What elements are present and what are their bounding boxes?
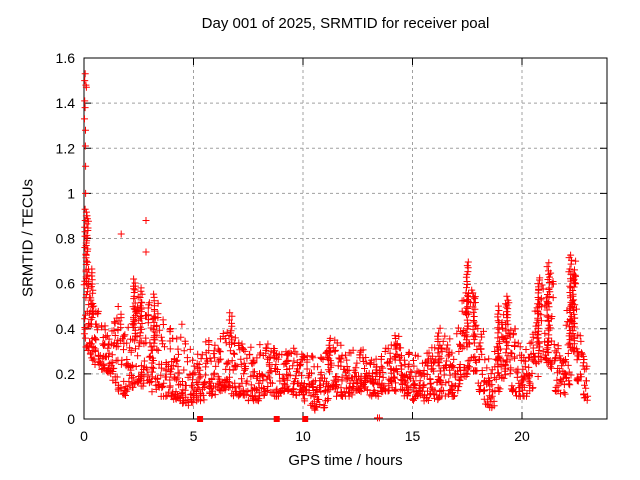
- y-tick-label: 1: [67, 185, 75, 201]
- x-tick-label: 0: [80, 428, 88, 444]
- grid-lines: [84, 58, 607, 419]
- x-tick-label: 10: [295, 428, 311, 444]
- x-tick-label: 20: [514, 428, 530, 444]
- zero-square-marker: [197, 416, 204, 422]
- y-tick-label: 0.8: [56, 231, 76, 247]
- y-tick-label: 1.6: [56, 50, 76, 66]
- y-tick-label: 0.6: [56, 276, 76, 292]
- y-tick-label: 1.4: [56, 95, 76, 111]
- x-tick-label: 15: [405, 428, 421, 444]
- y-tick-label: 0: [67, 411, 75, 427]
- chart-title: Day 001 of 2025, SRMTID for receiver poa…: [201, 15, 490, 32]
- y-tick-label: 0.4: [56, 321, 76, 337]
- scatter-points: [80, 70, 592, 422]
- x-tick-label: 5: [190, 428, 198, 444]
- zero-square-marker: [302, 416, 309, 422]
- x-axis-label: GPS time / hours: [288, 452, 403, 469]
- y-tick-label: 0.2: [56, 366, 76, 382]
- zero-square-marker: [273, 416, 280, 422]
- y-tick-label: 1.2: [56, 140, 76, 156]
